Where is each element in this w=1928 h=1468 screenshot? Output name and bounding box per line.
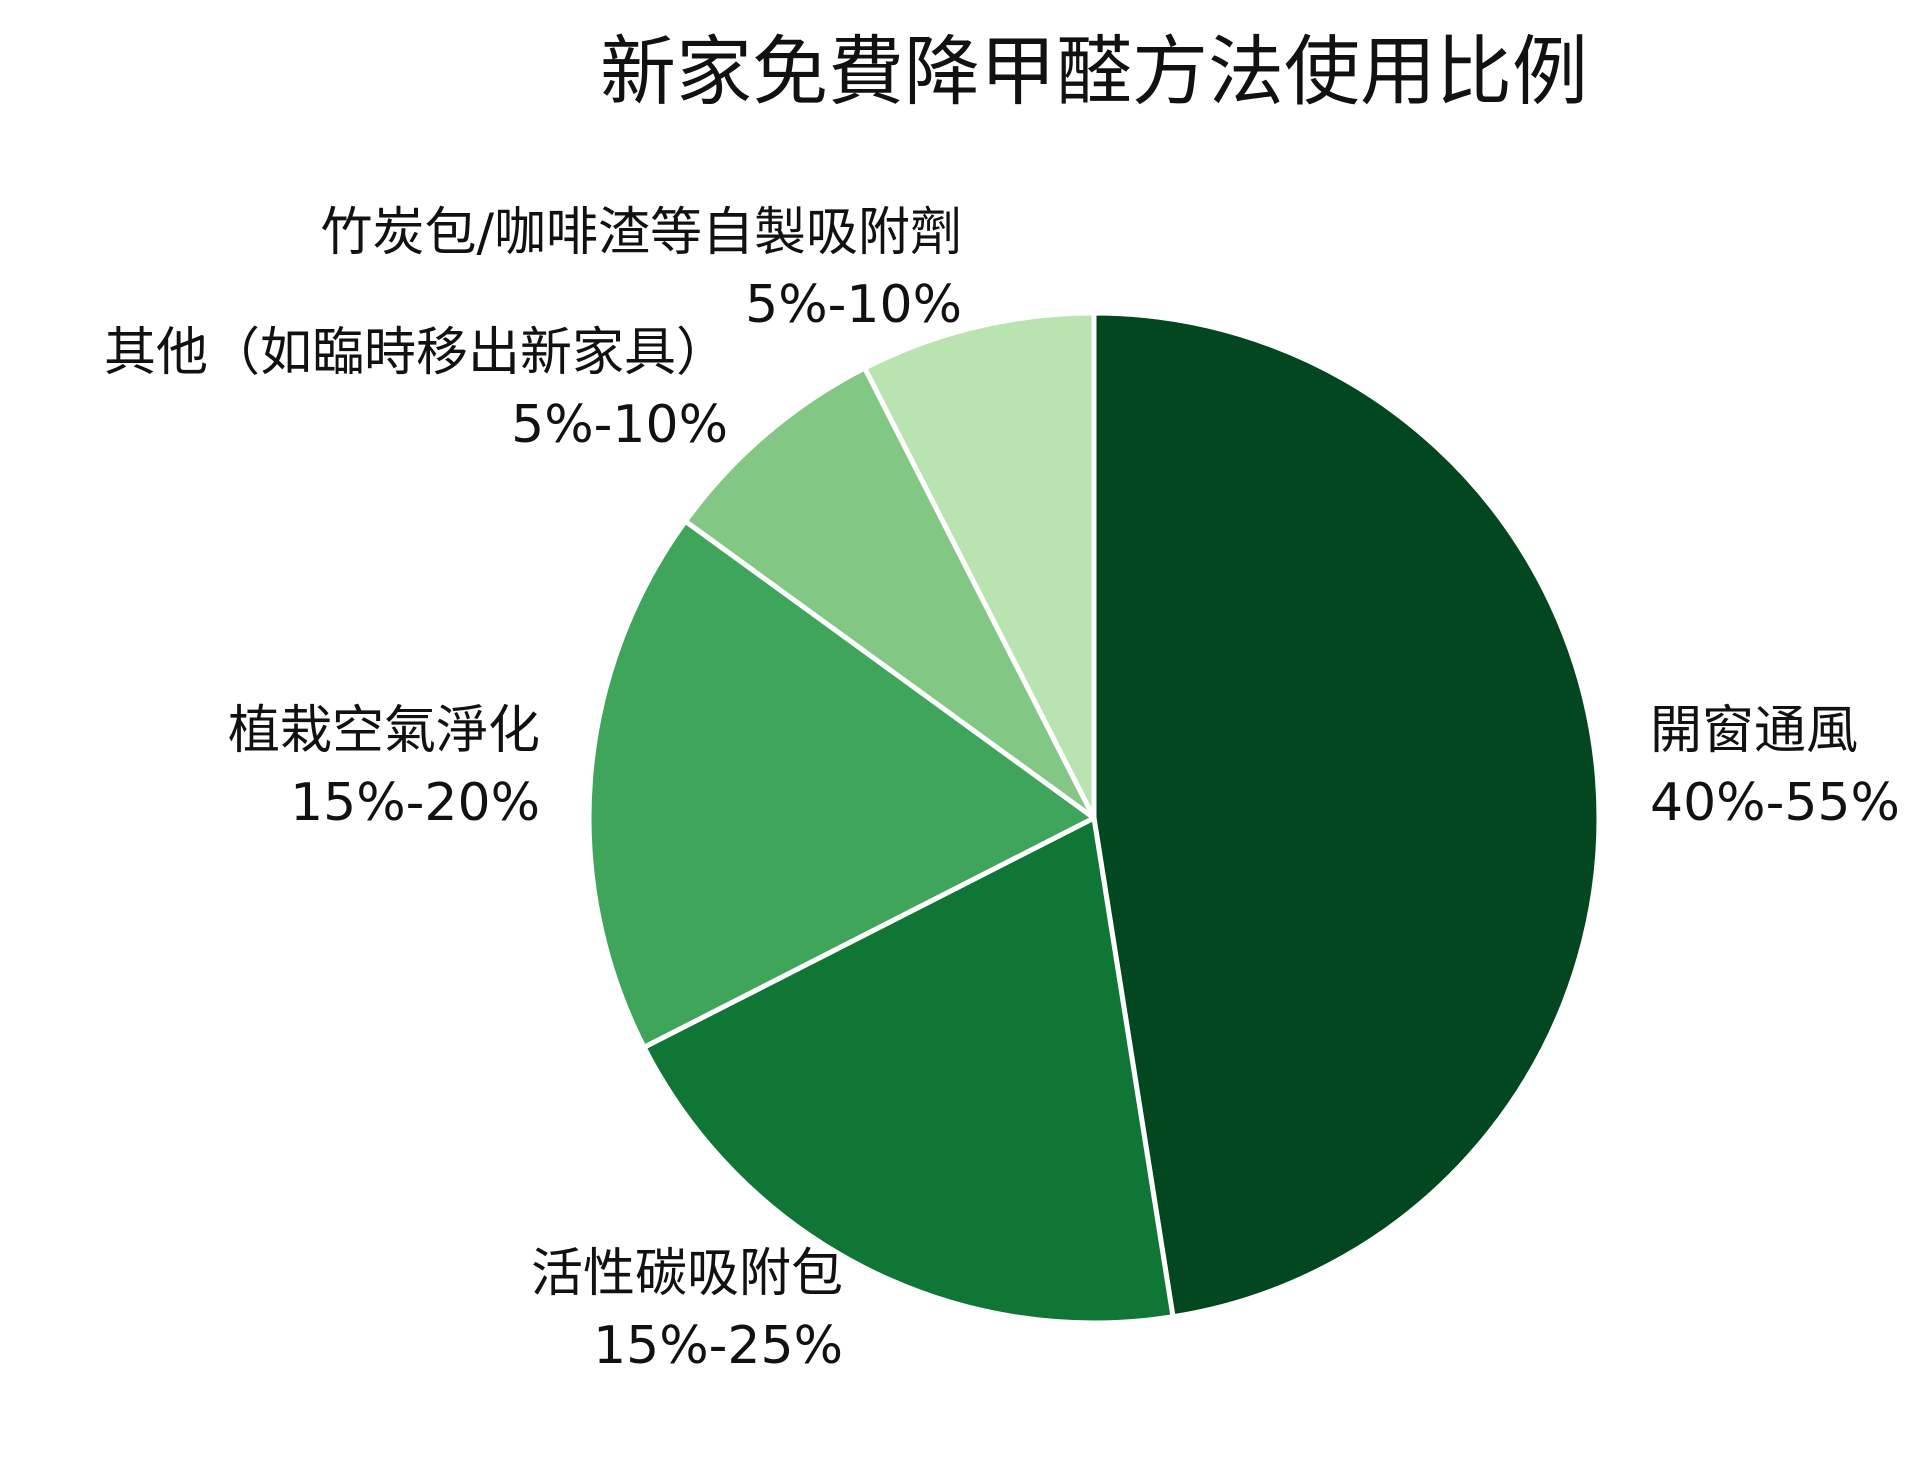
slice-label-name-2: 活性碳吸附包: [531, 1244, 843, 1304]
pie-labels: 開窗通風 40%-55% 活性碳吸附包 15%-25% 植栽空氣淨化 15%-20% 其他（…: [104, 203, 1900, 1376]
pie-slice-5: [862, 310, 1097, 821]
pie-slice-4: [682, 365, 1097, 821]
slice-label-range-1: 40%-55%: [1650, 773, 1900, 833]
slice-label-range-3: 15%-20%: [290, 773, 540, 833]
chart-title: 新家免費降甲醛方法使用比例: [600, 27, 1588, 116]
slice-label-name-4: 其他（如臨時移出新家具）: [104, 323, 728, 383]
pie-slice-3: [586, 518, 1097, 1050]
slice-label-range-5: 5%-10%: [745, 275, 962, 335]
pie-slice-1: [1091, 310, 1602, 1320]
slice-label-range-2: 15%-25%: [593, 1316, 843, 1376]
pie-slice-2: [641, 815, 1176, 1326]
slice-label-range-4: 5%-10%: [511, 395, 728, 455]
slice-label-name-1: 開窗通風: [1650, 701, 1858, 761]
slice-label-name-3: 植栽空氣淨化: [228, 701, 540, 761]
slice-label-name-5: 竹炭包/咖啡渣等自製吸附劑: [320, 203, 962, 263]
pie-slices: [586, 310, 1602, 1326]
